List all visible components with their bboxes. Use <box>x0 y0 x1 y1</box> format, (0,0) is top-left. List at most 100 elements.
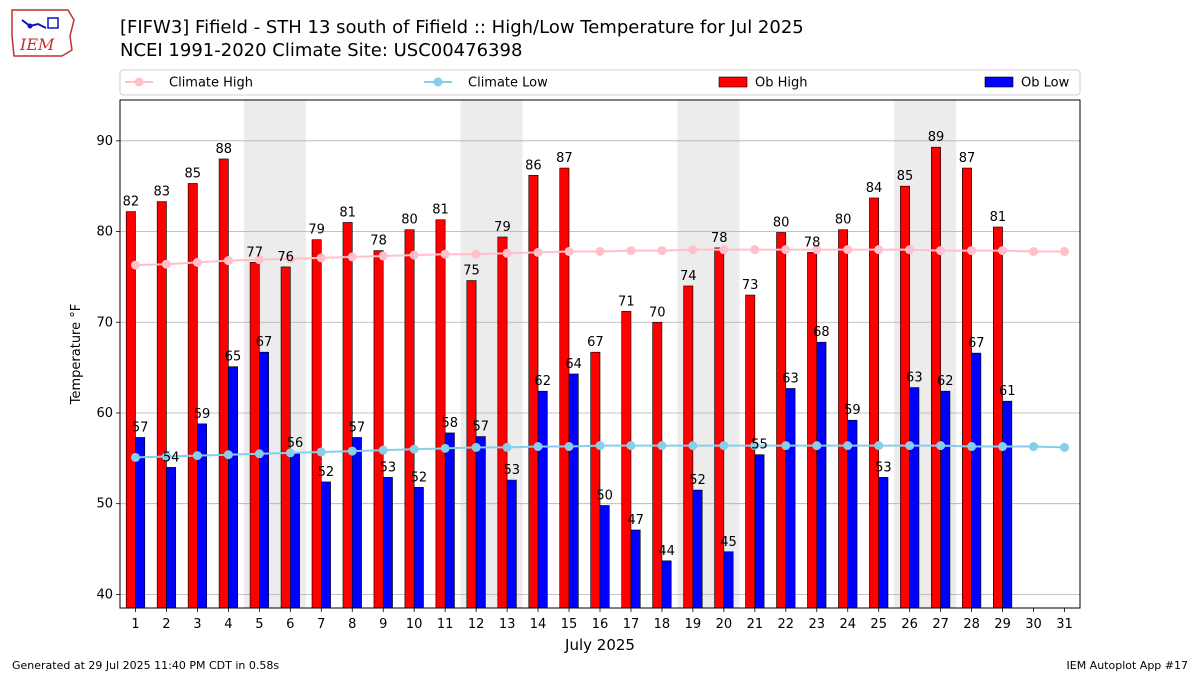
climate-high-point <box>843 245 853 255</box>
climate-high-point <box>378 251 388 261</box>
ob-low-bar <box>878 477 889 609</box>
climate-low-point <box>657 441 667 451</box>
climate-high-point <box>161 259 171 269</box>
app-note: IEM Autoplot App #17 <box>1066 659 1189 672</box>
x-tick-label: 14 <box>530 617 547 632</box>
climate-low-point <box>750 441 760 451</box>
ob-high-label: 79 <box>308 223 325 238</box>
x-tick-label: 3 <box>193 617 201 632</box>
ob-low-bar <box>909 387 920 609</box>
climate-high-point <box>595 246 605 256</box>
ob-low-bar <box>351 437 362 609</box>
climate-high-point <box>688 245 698 255</box>
ob-high-label: 87 <box>959 151 976 166</box>
ob-low-label: 63 <box>782 371 799 386</box>
climate-low-point <box>223 450 233 460</box>
svg-text:IEM: IEM <box>19 35 55 54</box>
climate-low-point <box>998 442 1008 452</box>
chart-title: [FIFW3] Fifield - STH 13 south of Fifiel… <box>120 17 804 38</box>
ob-low-bar <box>754 454 765 609</box>
ob-high-label: 81 <box>432 203 449 218</box>
ob-high-bar <box>776 232 787 609</box>
ob-high-label: 78 <box>370 234 387 249</box>
climate-low-point <box>471 442 481 452</box>
x-tick-label: 8 <box>348 617 356 632</box>
x-tick-label: 22 <box>778 617 795 632</box>
ob-high-label: 88 <box>215 142 232 157</box>
ob-low-label: 64 <box>565 357 582 372</box>
ob-high-bar <box>962 167 972 609</box>
climate-low-point <box>595 441 605 451</box>
ob-low-bar <box>971 352 982 609</box>
ob-low-label: 57 <box>349 420 366 435</box>
climate-high-point <box>905 245 915 255</box>
climate-low-point <box>1029 442 1039 452</box>
climate-high-point <box>1060 246 1070 256</box>
x-tick-label: 12 <box>468 617 485 632</box>
climate-low-point <box>626 441 636 451</box>
climate-high-point <box>192 257 202 267</box>
climate-low-point <box>192 451 202 461</box>
climate-low-point <box>378 445 388 455</box>
ob-high-label: 78 <box>711 231 728 246</box>
climate-high-point <box>998 246 1008 256</box>
ob-high-bar <box>311 239 322 609</box>
x-tick-label: 30 <box>1025 617 1042 632</box>
x-tick-label: 13 <box>499 617 516 632</box>
ob-high-bar <box>125 211 136 609</box>
ob-high-bar <box>838 229 849 609</box>
ob-low-label: 47 <box>627 513 644 528</box>
x-tick-label: 28 <box>963 617 980 632</box>
ob-low-bar <box>475 436 486 609</box>
climate-low-point <box>1060 442 1070 452</box>
ob-high-label: 77 <box>246 245 263 260</box>
ob-low-label: 67 <box>256 335 273 350</box>
y-tick-label: 50 <box>96 497 113 512</box>
climate-low-point <box>130 452 140 462</box>
ob-high-label: 80 <box>401 213 418 228</box>
x-tick-label: 9 <box>379 617 387 632</box>
ob-high-label: 87 <box>556 151 573 166</box>
ob-low-bar <box>444 432 455 609</box>
x-tick-label: 18 <box>654 617 671 632</box>
x-tick-label: 4 <box>224 617 232 632</box>
ob-low-label: 62 <box>534 374 551 389</box>
climate-low-point <box>874 441 884 451</box>
ob-high-bar <box>559 167 570 609</box>
ob-low-bar <box>320 481 331 609</box>
climate-high-point <box>130 260 140 270</box>
ob-low-bar <box>537 390 548 609</box>
x-tick-label: 26 <box>901 617 918 632</box>
ob-low-label: 65 <box>225 350 242 365</box>
ob-high-bar <box>714 247 725 609</box>
ob-high-bar <box>435 219 446 609</box>
x-tick-label: 2 <box>162 617 170 632</box>
climate-high-point <box>812 245 822 255</box>
ob-low-label: 62 <box>937 374 954 389</box>
climate-high-point <box>967 246 977 256</box>
ob-low-bar <box>259 351 269 609</box>
ob-low-label: 44 <box>658 544 675 559</box>
ob-low-bar <box>413 487 424 609</box>
climate-low-point <box>161 452 171 462</box>
y-tick-label: 40 <box>96 587 113 602</box>
climate-low-point <box>967 442 977 452</box>
ob-low-label: 53 <box>503 463 520 478</box>
x-tick-label: 5 <box>255 617 263 632</box>
ob-high-label: 84 <box>866 181 883 196</box>
climate-low-point <box>285 448 295 458</box>
climate-high-point <box>936 246 946 256</box>
chart-subtitle: NCEI 1991-2020 Climate Site: USC00476398 <box>120 40 523 61</box>
climate-low-point <box>347 446 357 456</box>
climate-high-legend-marker <box>134 77 144 87</box>
ob-high-bar <box>187 183 198 609</box>
ob-high-label: 86 <box>525 158 542 173</box>
ob-low-label: 53 <box>875 460 892 475</box>
climate-low-point <box>905 441 915 451</box>
ob-high-label: 85 <box>897 169 914 184</box>
ob-high-label: 75 <box>463 264 480 279</box>
climate-low-point <box>719 441 729 451</box>
ob-low-label: 68 <box>813 325 830 340</box>
ob-low-label: 61 <box>999 384 1016 399</box>
